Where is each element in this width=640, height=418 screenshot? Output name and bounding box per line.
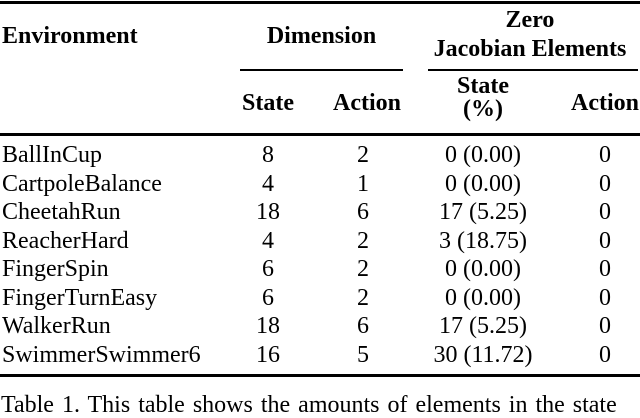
subheader-dimension-state: State: [242, 90, 294, 116]
zero-state-cell: 17 (5.25): [439, 199, 527, 226]
zero-state-line2: (%): [463, 96, 503, 122]
table-row: CheetahRun 18 6 17 (5.25) 0: [0, 198, 640, 227]
table-row: SwimmerSwimmer6 16 5 30 (11.72) 0: [0, 341, 640, 370]
table-bottom-rule: [0, 374, 640, 377]
header-separator-rule: [0, 133, 640, 136]
action-dim-cell: 2: [357, 256, 369, 283]
state-dim-cell: 16: [256, 341, 280, 368]
state-dim-cell: 4: [262, 170, 274, 197]
environment-cell: CheetahRun: [2, 199, 121, 226]
action-dim-cell: 2: [357, 284, 369, 311]
column-header-environment: Environment: [2, 23, 138, 49]
state-dim-cell: 6: [262, 284, 274, 311]
zero-state-cell: 17 (5.25): [439, 313, 527, 340]
table-row: FingerTurnEasy 6 2 0 (0.00) 0: [0, 284, 640, 313]
zero-action-cell: 0: [599, 341, 611, 368]
table-row: FingerSpin 6 2 0 (0.00) 0: [0, 255, 640, 284]
zero-action-cell: 0: [599, 227, 611, 254]
state-dim-cell: 18: [256, 199, 280, 226]
zero-action-cell: 0: [599, 313, 611, 340]
state-dim-cell: 6: [262, 256, 274, 283]
zero-jacobian-group-midrule: [428, 69, 638, 71]
table-row: BallInCup 8 2 0 (0.00) 0: [0, 141, 640, 170]
state-dim-cell: 18: [256, 313, 280, 340]
zero-state-cell: 0 (0.00): [445, 256, 521, 283]
action-dim-cell: 1: [357, 170, 369, 197]
subheader-dimension-action: Action: [333, 90, 401, 116]
table-caption: Table 1. This table shows the amounts of…: [1, 392, 617, 418]
column-group-header-dimension: Dimension: [266, 23, 377, 49]
table-row: WalkerRun 18 6 17 (5.25) 0: [0, 312, 640, 341]
action-dim-cell: 2: [357, 142, 369, 168]
zero-action-cell: 0: [599, 142, 611, 168]
zero-action-cell: 0: [599, 199, 611, 226]
zero-jacobian-line1: Zero: [505, 7, 555, 33]
table-top-rule: [0, 1, 640, 4]
column-group-header-zero-jacobian: Zero Jacobian Elements: [420, 6, 640, 64]
action-dim-cell: 5: [357, 341, 369, 368]
environment-cell: CartpoleBalance: [2, 170, 162, 197]
zero-state-cell: 0 (0.00): [445, 170, 521, 197]
environment-cell: ReacherHard: [2, 227, 129, 254]
zero-state-line1: State: [457, 73, 509, 99]
zero-state-cell: 0 (0.00): [445, 284, 521, 311]
zero-action-cell: 0: [599, 170, 611, 197]
zero-jacobian-line2: Jacobian Elements: [433, 36, 627, 62]
state-dim-cell: 8: [262, 142, 274, 168]
dimension-group-midrule: [240, 69, 403, 71]
action-dim-cell: 6: [357, 313, 369, 340]
table-body: BallInCup 8 2 0 (0.00) 0 CartpoleBalance…: [0, 141, 640, 370]
environment-cell: SwimmerSwimmer6: [2, 341, 201, 368]
zero-state-cell: 0 (0.00): [445, 142, 521, 168]
subheader-zero-state-percent: State (%): [408, 73, 558, 122]
table-row: CartpoleBalance 4 1 0 (0.00) 0: [0, 170, 640, 199]
environment-cell: WalkerRun: [2, 313, 111, 340]
action-dim-cell: 2: [357, 227, 369, 254]
environment-cell: BallInCup: [2, 142, 102, 168]
zero-action-cell: 0: [599, 256, 611, 283]
state-dim-cell: 4: [262, 227, 274, 254]
table-row: ReacherHard 4 2 3 (18.75) 0: [0, 227, 640, 256]
zero-state-cell: 3 (18.75): [439, 227, 527, 254]
environment-cell: FingerSpin: [2, 256, 109, 283]
subheader-zero-action: Action: [571, 90, 639, 116]
environment-cell: FingerTurnEasy: [2, 284, 158, 311]
zero-action-cell: 0: [599, 284, 611, 311]
zero-state-cell: 30 (11.72): [433, 341, 533, 368]
action-dim-cell: 6: [357, 199, 369, 226]
